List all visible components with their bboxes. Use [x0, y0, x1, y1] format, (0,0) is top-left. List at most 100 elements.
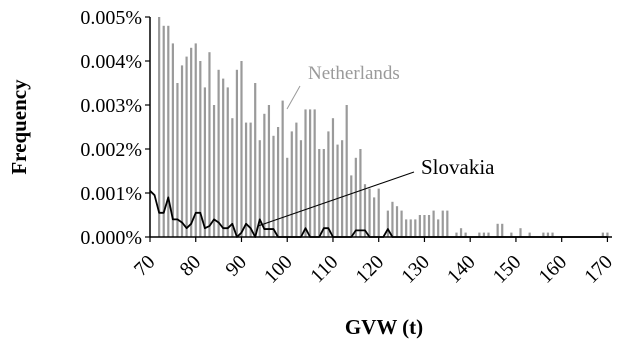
netherlands-bar — [208, 52, 211, 238]
netherlands-bar — [519, 228, 522, 237]
netherlands-bar — [446, 210, 449, 237]
netherlands-bar — [432, 210, 435, 237]
netherlands-bar — [318, 149, 321, 237]
netherlands-bar — [354, 157, 357, 237]
netherlands-bar — [418, 215, 421, 237]
y-tick-label: 0.004% — [80, 51, 142, 73]
netherlands-bar — [496, 223, 499, 237]
netherlands-bar — [459, 228, 463, 237]
y-tick-label: 0.002% — [80, 139, 142, 161]
netherlands-bar — [203, 87, 206, 238]
netherlands-bar — [158, 17, 161, 237]
netherlands-bar — [391, 201, 394, 237]
x-tick-label: 130 — [397, 251, 434, 288]
x-tick-label: 110 — [306, 251, 342, 287]
x-axis-title: GVW (t) — [345, 315, 423, 339]
netherlands-bar — [313, 109, 316, 237]
netherlands-bar — [190, 47, 193, 237]
netherlands-bar — [281, 100, 284, 237]
x-tick-label: 80 — [176, 251, 206, 281]
netherlands-bar — [528, 232, 531, 237]
netherlands-bar — [235, 69, 239, 237]
netherlands-bar — [400, 210, 403, 237]
netherlands-bar — [185, 56, 188, 237]
netherlands-bar — [363, 184, 367, 237]
x-tick-label: 160 — [534, 251, 571, 288]
y-axis-ticks: 0.000% 0.001% 0.002% 0.003% 0.004% 0.005% — [80, 7, 150, 249]
netherlands-bar — [267, 105, 271, 237]
netherlands-bar — [487, 232, 490, 237]
netherlands-bar — [601, 232, 604, 237]
x-tick-label: 170 — [580, 251, 617, 288]
netherlands-bar — [309, 109, 312, 237]
y-tick-label: 0.003% — [80, 95, 142, 117]
netherlands-bar — [455, 232, 458, 237]
netherlands-bar — [180, 65, 184, 238]
netherlands-bar — [546, 232, 550, 237]
netherlands-bar — [276, 127, 280, 237]
netherlands-bar — [542, 232, 545, 237]
x-tick-label: 150 — [489, 251, 526, 288]
y-tick-label: 0.001% — [80, 183, 142, 205]
y-tick-label: 0.005% — [80, 7, 142, 29]
netherlands-bar — [427, 215, 431, 237]
netherlands-bar — [299, 140, 303, 237]
netherlands-bar — [240, 61, 243, 237]
netherlands-bars — [158, 17, 609, 238]
netherlands-bar — [217, 69, 220, 237]
netherlands-bar — [409, 219, 412, 237]
y-axis-title: Frequency — [7, 79, 31, 175]
netherlands-bar — [501, 223, 504, 237]
netherlands-bar — [377, 188, 380, 237]
netherlands-bar — [290, 131, 293, 237]
slovakia-annotation: Slovakia — [421, 155, 495, 179]
x-tick-label: 140 — [443, 251, 480, 288]
netherlands-annotation: Netherlands — [308, 63, 400, 84]
x-tick-label: 70 — [130, 251, 160, 281]
netherlands-bar — [423, 215, 426, 237]
netherlands-bar — [194, 43, 197, 238]
netherlands-bar — [322, 149, 325, 237]
netherlands-bar — [263, 113, 266, 237]
netherlands-bar — [331, 118, 335, 237]
x-tick-label: 120 — [351, 251, 388, 288]
netherlands-bar — [551, 232, 554, 237]
netherlands-bar — [341, 140, 344, 237]
y-tick-label: 0.000% — [80, 227, 142, 249]
netherlands-bar — [386, 210, 389, 237]
netherlands-bar — [478, 232, 481, 237]
netherlands-bar — [258, 140, 261, 237]
netherlands-bar — [272, 135, 275, 237]
netherlands-bar — [295, 122, 298, 237]
netherlands-bar — [212, 105, 216, 237]
netherlands-bar — [482, 232, 486, 237]
netherlands-bar — [249, 122, 252, 237]
x-tick-label: 100 — [260, 251, 297, 288]
netherlands-bar — [359, 149, 362, 237]
netherlands-bar — [222, 78, 225, 237]
netherlands-bar — [395, 206, 399, 237]
netherlands-bar — [167, 25, 170, 237]
netherlands-bar — [162, 25, 165, 237]
netherlands-bar — [350, 175, 353, 237]
netherlands-bar — [414, 219, 417, 237]
netherlands-bar — [368, 188, 371, 237]
x-tick-label: 90 — [221, 251, 251, 281]
netherlands-bar — [464, 232, 467, 237]
netherlands-bar — [373, 197, 376, 237]
netherlands-bar — [510, 232, 513, 237]
netherlands-annotation-pointer — [286, 85, 301, 110]
netherlands-bar — [286, 157, 289, 237]
netherlands-bar — [437, 219, 440, 237]
netherlands-bar — [606, 232, 609, 237]
netherlands-bar — [304, 109, 307, 237]
netherlands-bar — [226, 87, 229, 238]
netherlands-bar — [405, 219, 408, 237]
netherlands-bar — [199, 61, 202, 237]
netherlands-bar — [231, 118, 234, 237]
netherlands-bar — [171, 43, 174, 238]
netherlands-bar — [176, 83, 179, 237]
netherlands-bar — [336, 144, 339, 237]
netherlands-bar — [254, 83, 257, 237]
